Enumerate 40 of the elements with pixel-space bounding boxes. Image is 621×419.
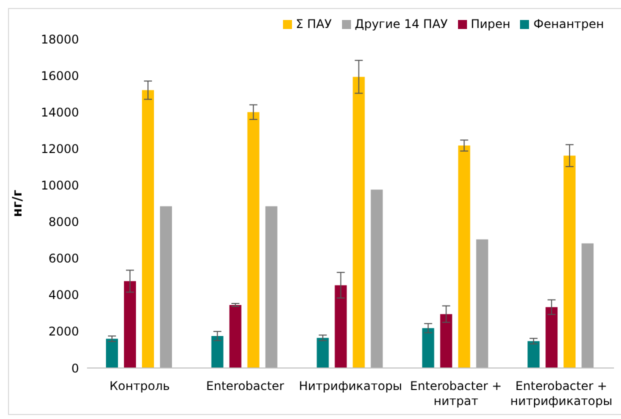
y-axis-title: нг/г [10, 190, 26, 218]
bar [528, 341, 540, 368]
bar [476, 239, 488, 368]
x-tick-label: Нитрификаторы [298, 379, 402, 393]
y-tick-label: 12000 [40, 142, 79, 156]
y-tick-label: 6000 [48, 252, 79, 266]
bar [370, 190, 383, 368]
bar [582, 243, 594, 368]
legend-label: Σ ПАУ [296, 17, 332, 31]
y-tick-label: 14000 [40, 105, 79, 120]
bar [211, 336, 224, 368]
bar [124, 281, 136, 368]
legend-label: Фенантрен [533, 17, 604, 31]
bar [546, 307, 558, 368]
bar [316, 338, 329, 368]
y-tick-label: 0 [71, 361, 79, 376]
bar [265, 206, 278, 368]
bar [458, 146, 470, 368]
y-tick-label: 16000 [40, 68, 79, 83]
bar [334, 285, 347, 368]
bar [142, 90, 154, 368]
y-tick-label: 2000 [48, 324, 79, 339]
x-tick-label: Enterobacter [206, 379, 284, 393]
y-tick-label: 4000 [48, 288, 79, 302]
y-tick-label: 18000 [40, 32, 79, 46]
x-tick-label: Enterobacter + нитрат [410, 379, 502, 408]
bar [352, 76, 365, 368]
x-tick-label: Enterobacter + нитрификаторы [510, 379, 612, 408]
bar [247, 112, 260, 368]
bar [106, 338, 118, 368]
legend-label: Пирен [470, 17, 510, 31]
x-tick-label: Контроль [109, 379, 170, 393]
legend-label: Другие 14 ПАУ [354, 17, 448, 31]
y-tick-label: 10000 [40, 178, 79, 192]
bar [564, 156, 576, 368]
bar [229, 304, 242, 368]
bar [422, 328, 434, 368]
y-tick-label: 8000 [48, 215, 79, 230]
bar [160, 206, 172, 368]
bar [440, 314, 452, 368]
